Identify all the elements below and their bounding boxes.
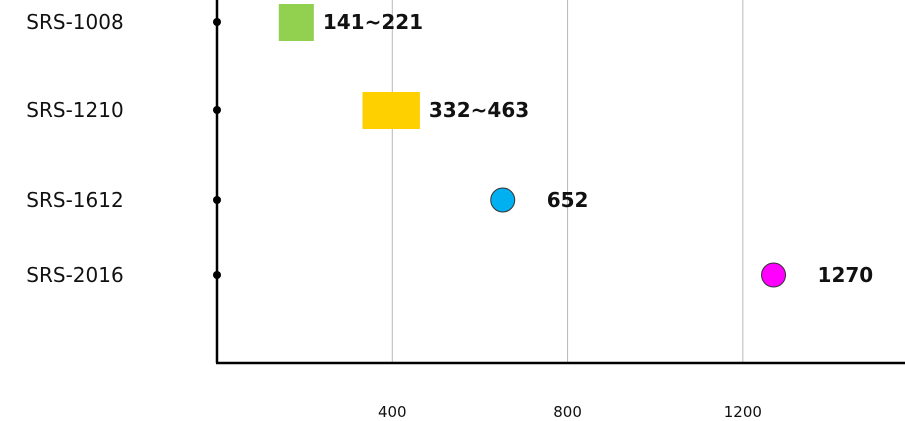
data-label: 1270 <box>818 263 874 287</box>
category-label: SRS-1210 <box>26 98 123 122</box>
grid-lines <box>391 0 744 363</box>
range-bar <box>362 92 420 129</box>
category-label: SRS-1612 <box>26 188 123 212</box>
data-marks <box>278 4 787 288</box>
data-label: 332~463 <box>429 98 529 122</box>
point-marker <box>761 262 787 288</box>
x-tick-label: 1200 <box>724 403 762 421</box>
x-tick-labels: 400 800 1200 <box>378 403 762 421</box>
x-tick-label: 800 <box>553 403 582 421</box>
category-labels: SRS-1008 SRS-1210 SRS-1612 SRS-2016 <box>26 10 221 287</box>
data-label: 141~221 <box>323 10 423 34</box>
point-marker <box>490 187 516 213</box>
range-bar <box>278 4 314 41</box>
data-labels: 141~221 332~463 652 1270 <box>323 10 873 287</box>
category-label: SRS-1008 <box>26 10 123 34</box>
category-label: SRS-2016 <box>26 263 123 287</box>
x-tick-label: 400 <box>378 403 407 421</box>
data-label: 652 <box>547 188 589 212</box>
